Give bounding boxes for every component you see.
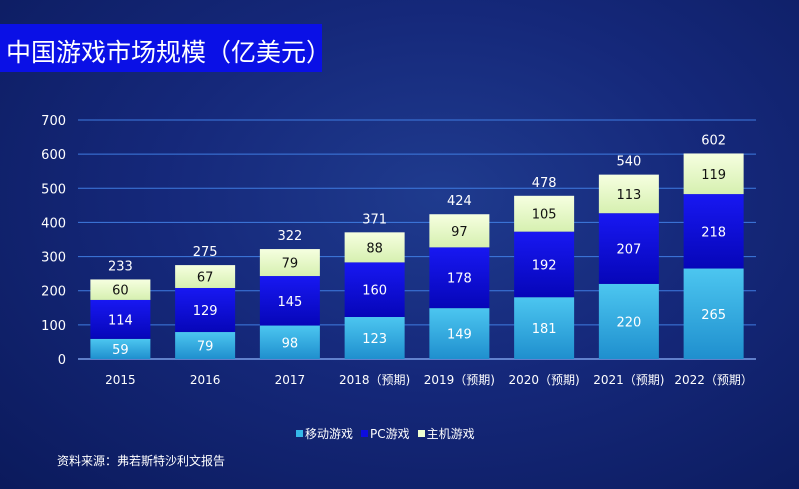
legend-label-console: 主机游戏 <box>426 426 475 441</box>
total-label: 602 <box>701 133 726 148</box>
x-tick-label: 2017 <box>275 373 306 387</box>
data-label-mobile: 59 <box>112 343 129 358</box>
bar-segment-mobile <box>514 297 575 359</box>
bar-segment-mobile <box>90 338 151 359</box>
total-label: 540 <box>616 155 641 170</box>
data-label-console: 97 <box>451 225 468 240</box>
bar-segment-pc <box>344 262 405 318</box>
total-label: 322 <box>277 229 302 244</box>
bar-segment-pc <box>683 194 744 269</box>
data-label-pc: 218 <box>701 225 726 240</box>
legend-label-mobile: 移动游戏 <box>305 426 354 441</box>
bar-segment-pc <box>90 299 151 339</box>
data-label-pc: 129 <box>193 304 218 319</box>
legend-item-mobile: 移动游戏 <box>296 425 353 442</box>
bar-segment-pc <box>514 231 575 298</box>
data-label-console: 67 <box>197 271 214 286</box>
bar-segment-pc <box>598 213 659 284</box>
data-label-pc: 207 <box>616 243 641 258</box>
legend-item-pc: PC游戏 <box>361 425 410 442</box>
bar-segment-pc <box>175 287 236 333</box>
legend-item-console: 主机游戏 <box>417 425 475 442</box>
legend-swatch-pc <box>361 429 369 437</box>
data-label-pc: 145 <box>277 295 302 310</box>
data-label-console: 113 <box>616 188 641 203</box>
data-label-pc: 192 <box>532 258 557 273</box>
bar-segment-console <box>259 249 320 277</box>
bar-segment-pc <box>429 247 490 309</box>
x-tick-label: 2021（预期) <box>593 373 664 387</box>
x-tick-label: 2019（预期) <box>424 373 495 387</box>
total-label: 424 <box>447 194 472 209</box>
data-label-mobile: 79 <box>197 340 214 355</box>
data-label-pc: 178 <box>447 272 472 287</box>
bar-segment-mobile <box>175 332 236 359</box>
data-label-mobile: 123 <box>362 332 387 347</box>
data-label-console: 60 <box>112 284 129 299</box>
data-label-console: 88 <box>366 241 383 256</box>
y-tick-label: 500 <box>41 182 66 197</box>
data-label-mobile: 181 <box>532 322 557 337</box>
data-label-console: 119 <box>701 168 726 183</box>
legend-swatch-mobile <box>296 429 303 437</box>
chart-title: 中国游戏市场规模（亿美元） <box>6 38 332 67</box>
y-tick-label: 0 <box>58 353 66 368</box>
bar-segment-pc <box>259 276 320 326</box>
bar-segment-console <box>514 195 575 232</box>
bar-segment-mobile <box>259 325 320 359</box>
title-bar: 中国游戏市场规模（亿美元） <box>0 24 331 72</box>
x-tick-label: 2020（预期) <box>509 373 580 387</box>
bar-segment-console <box>90 279 151 300</box>
total-label: 478 <box>532 176 557 191</box>
data-label-pc: 114 <box>108 313 133 328</box>
total-label: 233 <box>108 259 133 274</box>
y-tick-label: 600 <box>41 148 66 163</box>
x-tick-label: 2015 <box>105 373 136 387</box>
bar-segment-mobile <box>429 308 490 359</box>
source-note: 资料来源：弗若斯特沙利文报告 <box>57 454 226 468</box>
bar-segment-mobile <box>598 283 659 359</box>
data-label-mobile: 220 <box>616 315 641 330</box>
bar-segment-console <box>683 153 744 195</box>
y-tick-label: 300 <box>41 251 66 266</box>
data-label-console: 79 <box>282 257 299 272</box>
x-tick-label: 2016 <box>190 373 221 387</box>
data-label-console: 105 <box>532 208 557 223</box>
bar-segment-console <box>344 232 405 263</box>
data-label-pc: 160 <box>362 284 387 299</box>
legend-swatch-console <box>417 429 425 437</box>
data-label-mobile: 98 <box>282 336 299 351</box>
y-tick-label: 700 <box>41 114 66 129</box>
data-label-mobile: 265 <box>701 308 726 323</box>
bar-segment-mobile <box>683 268 744 359</box>
legend-label-pc: PC游戏 <box>370 426 410 441</box>
x-tick-label: 2018（预期) <box>339 373 410 387</box>
total-label: 275 <box>193 245 218 260</box>
bar-segment-mobile <box>344 317 405 359</box>
total-label: 371 <box>362 212 387 227</box>
data-label-mobile: 149 <box>447 328 472 343</box>
bar-segment-console <box>598 174 659 214</box>
y-tick-label: 200 <box>41 285 66 300</box>
bar-segment-console <box>429 214 490 248</box>
bar-segment-console <box>175 265 236 288</box>
legend: 移动游戏 PC游戏 主机游戏 <box>296 425 483 441</box>
y-tick-label: 400 <box>41 216 66 231</box>
y-tick-label: 100 <box>41 319 66 334</box>
x-tick-label: 2022（预期） <box>674 373 753 387</box>
